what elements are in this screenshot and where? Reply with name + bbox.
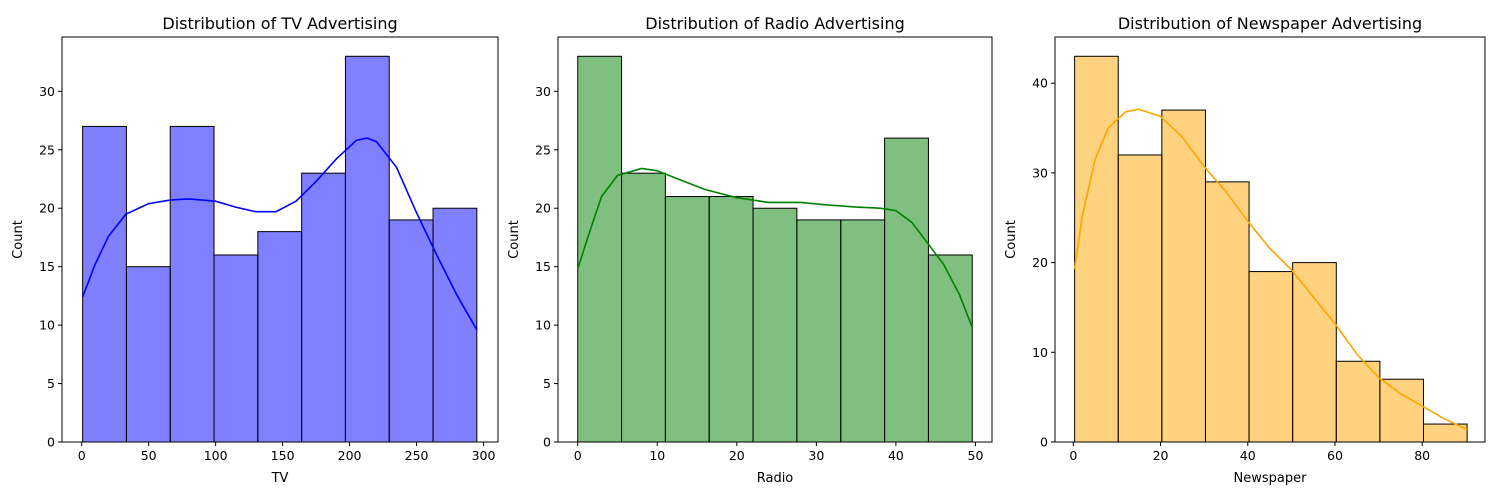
- histogram-bar: [1074, 55, 1119, 443]
- histogram-bar: [664, 196, 710, 443]
- x-tick-label: 20: [1153, 448, 1169, 463]
- histogram-bar: [257, 231, 303, 443]
- histogram-bar: [388, 219, 434, 443]
- chart-title: Distribution of Newspaper Advertising: [1118, 14, 1422, 33]
- axes-frame: [61, 36, 499, 443]
- histogram-bar: [1379, 378, 1425, 443]
- histogram-bar: [125, 266, 171, 443]
- y-tick-label: 10: [535, 318, 551, 333]
- histogram-bar: [344, 55, 390, 443]
- y-tick-label: 30: [1032, 165, 1048, 180]
- histogram-bar: [884, 137, 929, 443]
- histogram-bar: [796, 219, 842, 443]
- x-axis-label: TV: [271, 471, 289, 486]
- x-tick-label: 60: [1327, 448, 1343, 463]
- y-axis-label: Count: [507, 220, 522, 259]
- x-tick-label: 40: [888, 448, 904, 463]
- y-tick-label: 30: [535, 84, 551, 99]
- y-tick-label: 40: [1032, 76, 1048, 91]
- chart-title: Distribution of Radio Advertising: [645, 14, 905, 33]
- histogram-bar: [82, 125, 127, 443]
- x-tick-label: 10: [649, 448, 665, 463]
- x-tick-label: 0: [574, 448, 582, 463]
- x-tick-label: 0: [78, 448, 86, 463]
- axes-frame: [557, 36, 993, 443]
- x-tick-label: 300: [472, 448, 496, 463]
- x-axis-label: Newspaper: [1234, 471, 1308, 486]
- kde-line: [81, 137, 478, 331]
- x-tick-label: 40: [1240, 448, 1256, 463]
- y-tick-label: 25: [535, 142, 551, 157]
- chart-panel-2: 0 10 20 30 40 50 0 5 10 15 20 25 30 Distribution of R…: [507, 14, 993, 486]
- x-tick-label: 20: [729, 448, 745, 463]
- x-tick-label: 30: [808, 448, 824, 463]
- histogram-bar: [1117, 154, 1163, 443]
- kde-line: [1073, 108, 1468, 431]
- histogram-bar: [577, 55, 623, 443]
- y-tick-label: 25: [39, 142, 55, 157]
- y-tick-label: 20: [39, 201, 55, 216]
- chart-panel-1: 0 50 100 150 200 250 300 0 5 10 15 20 25 30 Distributi…: [11, 14, 499, 486]
- axes-frame: [1054, 36, 1486, 443]
- x-tick-label: 200: [338, 448, 362, 463]
- histogram-bar: [213, 254, 259, 443]
- x-tick-label: 250: [405, 448, 429, 463]
- y-tick-label: 10: [39, 318, 55, 333]
- y-tick-label: 15: [535, 259, 551, 274]
- x-tick-label: 50: [141, 448, 157, 463]
- histogram-bar: [1204, 181, 1250, 443]
- histogram-bar: [169, 125, 215, 443]
- histogram-bar: [432, 207, 478, 443]
- histogram-bar: [840, 219, 886, 443]
- histogram-bar: [1335, 360, 1381, 443]
- x-tick-label: 150: [271, 448, 295, 463]
- histogram-bar: [1248, 271, 1294, 443]
- histogram-bar: [1292, 262, 1337, 443]
- y-tick-label: 0: [1040, 435, 1048, 450]
- kde-line: [576, 167, 974, 328]
- y-tick-label: 20: [1032, 255, 1048, 270]
- y-axis-label: Count: [11, 220, 26, 259]
- y-tick-label: 20: [535, 201, 551, 216]
- y-axis-label: Count: [1004, 220, 1019, 259]
- x-tick-label: 80: [1414, 448, 1430, 463]
- x-tick-label: 0: [1069, 448, 1077, 463]
- y-tick-label: 0: [47, 435, 55, 450]
- histogram-bar: [708, 196, 754, 443]
- y-tick-label: 0: [543, 435, 551, 450]
- y-tick-label: 5: [543, 376, 551, 391]
- chart-title: Distribution of TV Advertising: [162, 14, 397, 33]
- histogram-bar: [752, 207, 798, 443]
- x-axis-label: Radio: [757, 471, 794, 486]
- histogram-bar: [927, 254, 973, 443]
- y-tick-label: 10: [1032, 345, 1048, 360]
- histogram-bar: [301, 172, 346, 443]
- x-tick-label: 50: [968, 448, 984, 463]
- histogram-bar: [1161, 109, 1206, 443]
- y-tick-label: 5: [47, 376, 55, 391]
- chart-panel-3: 0 20 40 60 80 0 10 20 30 40 Distribution of Newspa…: [1004, 14, 1486, 486]
- y-tick-label: 30: [39, 84, 55, 99]
- x-tick-label: 100: [204, 448, 228, 463]
- y-tick-label: 15: [39, 259, 55, 274]
- histogram-bar: [621, 172, 666, 443]
